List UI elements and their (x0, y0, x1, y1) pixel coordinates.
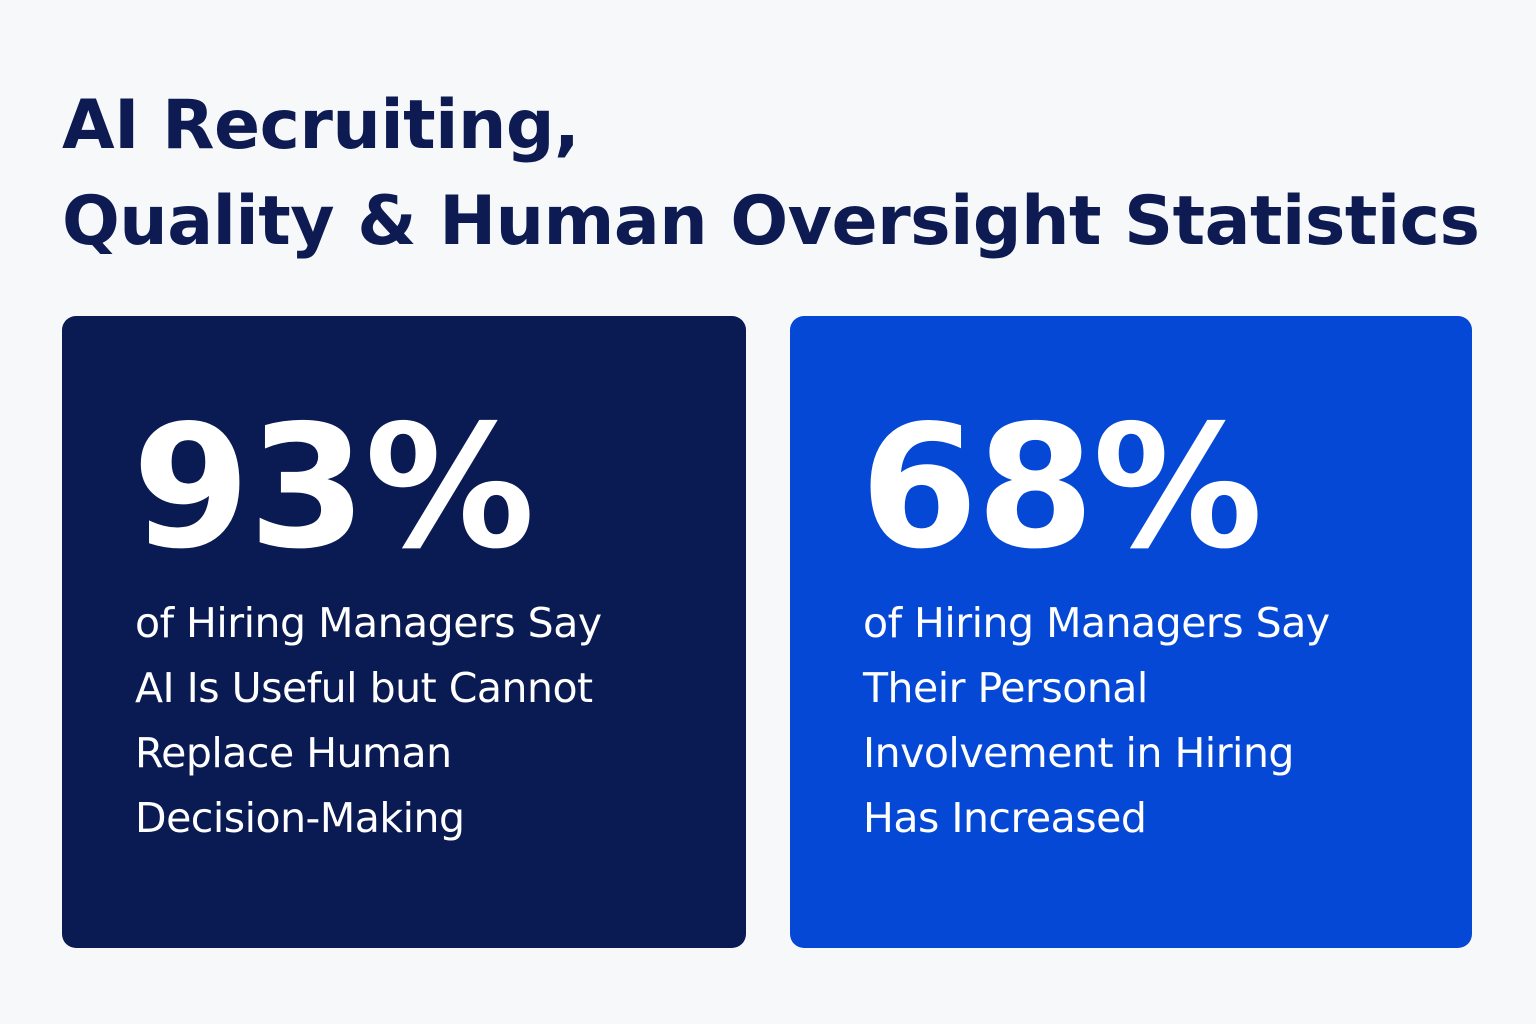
stat-description-line: Involvement in Hiring (863, 729, 1294, 777)
stat-value: 68% (860, 389, 1263, 587)
stat-card-personal-involvement-increased: 68% of Hiring Managers Say Their Persona… (790, 316, 1472, 948)
page-title-line-2: Quality & Human Oversight Statistics (62, 182, 1480, 261)
stat-description-line: Their Personal (863, 664, 1148, 712)
stat-card-hiring-managers-ai-useful: 93% of Hiring Managers Say AI Is Useful … (62, 316, 746, 948)
stat-description-line: Decision-Making (135, 794, 465, 842)
stat-description-line: AI Is Useful but Cannot (135, 664, 593, 712)
stat-description-line: Has Increased (863, 794, 1147, 842)
stat-value: 93% (132, 389, 535, 587)
stat-description-line: of Hiring Managers Say (135, 599, 602, 647)
stat-description-line: Replace Human (135, 729, 452, 777)
page-title: AI Recruiting, Quality & Human Oversight… (62, 78, 1480, 270)
stat-description: of Hiring Managers Say AI Is Useful but … (135, 591, 602, 851)
stat-description-line: of Hiring Managers Say (863, 599, 1330, 647)
stat-description: of Hiring Managers Say Their Personal In… (863, 591, 1330, 851)
page-title-line-1: AI Recruiting, (62, 86, 580, 165)
